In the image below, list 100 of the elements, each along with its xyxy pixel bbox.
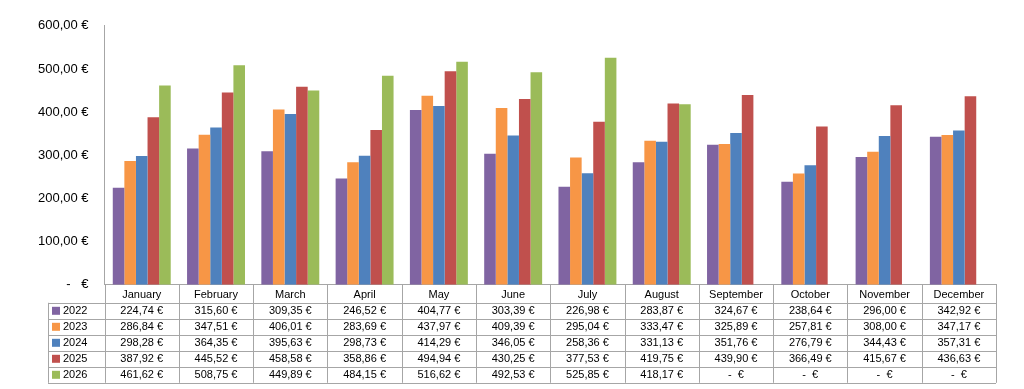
data-label: 494,94 € [417,351,461,364]
bar [730,132,742,285]
legend-label: 2025 [63,351,88,364]
bar [381,75,394,285]
data-label: 283,87 € [640,303,684,316]
data-label: 347,51 € [194,319,238,332]
legend-label: 2026 [63,367,88,380]
data-label: 333,47 € [640,319,684,332]
bar [781,181,793,285]
data-label: 295,04 € [566,319,609,332]
bar [929,136,942,285]
bar [233,65,245,285]
data-label: 436,63 € [937,351,981,364]
bar [370,129,382,285]
y-tick-label: - € [66,276,90,292]
bar [707,144,719,285]
bar [867,151,879,285]
data-label: 351,76 € [714,335,758,348]
data-label: 418,17 € [640,367,684,380]
legend-label: 2024 [63,335,88,348]
data-label: 308,00 € [863,319,906,332]
data-label: 257,81 € [788,319,832,332]
data-label: 276,79 € [788,335,832,348]
bar [307,90,320,285]
data-label: 458,58 € [268,351,312,364]
data-label: 415,67 € [863,351,906,364]
bar [444,71,457,285]
data-label: 366,49 € [788,351,832,364]
bar [284,114,297,285]
x-tick-label: September [709,288,764,301]
y-tick-label: 400,00 € [37,103,90,119]
data-label: 430,25 € [491,351,535,364]
bar [421,95,434,285]
bar [433,105,445,285]
bar [261,151,273,285]
bar [878,136,891,285]
bar [456,61,468,285]
bar [655,141,668,285]
data-label: 484,15 € [343,367,387,380]
legend-label: 2023 [63,319,88,332]
x-tick-label: January [122,288,162,301]
data-label: 445,52 € [194,351,238,364]
x-tick-label: July [577,288,598,301]
bar [741,94,754,285]
bar [581,173,594,285]
bar [804,165,817,285]
x-tick-label: June [501,288,526,301]
data-label: 298,28 € [120,335,164,348]
bar [484,153,496,285]
data-label: 286,84 € [120,319,164,332]
data-label: 358,86 € [343,351,387,364]
data-label: 258,36 € [566,335,609,348]
x-tick-label: November [859,288,911,301]
legend-label: 2022 [63,303,88,316]
bar [495,108,508,285]
data-label: 404,77 € [417,303,461,316]
bar [632,162,645,285]
data-label: - € [950,367,967,380]
x-tick-label: February [194,288,239,301]
data-label: 296,00 € [863,303,906,316]
bar [530,72,543,285]
bar [507,135,519,285]
data-label: 357,31 € [937,335,981,348]
data-label: 414,29 € [417,335,461,348]
bar [518,99,531,285]
data-label: 516,62 € [417,367,461,380]
bar [124,160,136,285]
x-tick-label: August [644,288,679,301]
data-label: 347,17 € [937,319,981,332]
bar [159,85,171,285]
data-label: 419,75 € [640,351,684,364]
data-label: 315,60 € [194,303,238,316]
data-label: 226,98 € [566,303,609,316]
bar [593,121,605,285]
data-label: 298,73 € [343,335,387,348]
bar [296,86,308,285]
data-label: 439,90 € [714,351,758,364]
bar [409,110,422,285]
data-label: 492,53 € [491,367,535,380]
bar [816,126,828,285]
data-label: 409,39 € [491,319,535,332]
bar [135,156,148,285]
data-label: 395,63 € [268,335,312,348]
data-label: 344,43 € [863,335,906,348]
data-label: - € [876,367,893,380]
data-label: - € [728,367,744,380]
bar [147,117,160,285]
bar [644,140,656,285]
data-label: 324,67 € [714,303,758,316]
x-tick-label: May [428,288,450,301]
bar [964,96,977,285]
x-tick-label: October [790,288,831,301]
data-label: 283,69 € [343,319,387,332]
data-label: 224,74 € [120,303,164,316]
bar [187,148,199,285]
data-label: 525,85 € [566,367,609,380]
data-label: 309,35 € [268,303,312,316]
data-label: 377,53 € [566,351,609,364]
bar [890,105,902,285]
data-label: 303,39 € [491,303,535,316]
